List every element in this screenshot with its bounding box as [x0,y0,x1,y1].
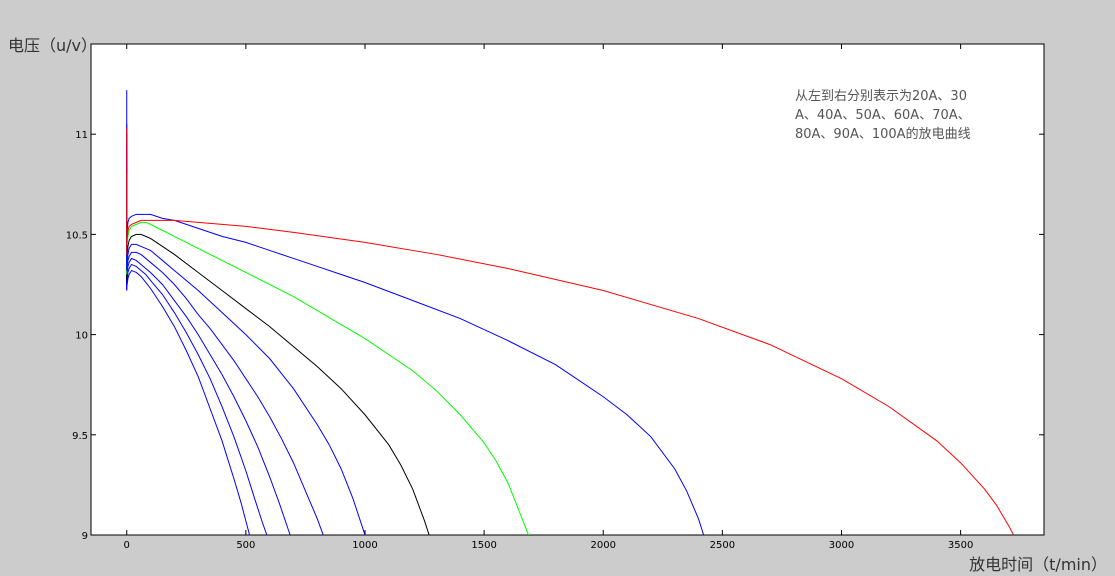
y-axis-label: 电压（u/v） [8,36,98,55]
x-tick-label: 1500 [471,540,496,551]
discharge-curve [126,219,1015,535]
y-tick-label: 10.5 [66,230,88,241]
discharge-curve [126,269,251,535]
annotation-line-1: 从左到右分别表示为20A、30 [795,89,967,104]
discharge-curve [126,263,268,535]
discharge-curve [126,243,366,535]
x-tick-label: 0 [124,540,130,551]
x-tick-label: 1000 [352,540,377,551]
discharge-curve [126,233,430,535]
x-tick-label: 500 [236,540,255,551]
y-tick-label: 9 [82,531,88,542]
y-tick-label: 9.5 [72,431,88,442]
x-tick-label: 2500 [710,540,735,551]
annotation-line-3: 80A、90A、100A的放电曲线 [795,126,971,142]
discharge-curve [126,221,530,535]
discharge-curve [126,257,291,535]
series-layer [126,90,1015,535]
discharge-curve [126,251,324,535]
axis-ticks: 0 500 1000 1500 2000 2500 3000 3500 9 9.5 10 10.5 11 [66,44,1044,551]
y-tick-label: 11 [75,130,88,141]
y-tick-label: 10 [75,331,88,342]
annotation-line-2: A、40A、50A、60A、70A、 [795,108,971,123]
x-axis-label: 放电时间（t/min） [969,555,1107,574]
discharge-curve [126,213,705,535]
x-tick-label: 3000 [829,540,854,551]
x-tick-label: 3500 [948,540,973,551]
plot-area [90,43,1045,536]
x-tick-label: 2000 [591,540,616,551]
